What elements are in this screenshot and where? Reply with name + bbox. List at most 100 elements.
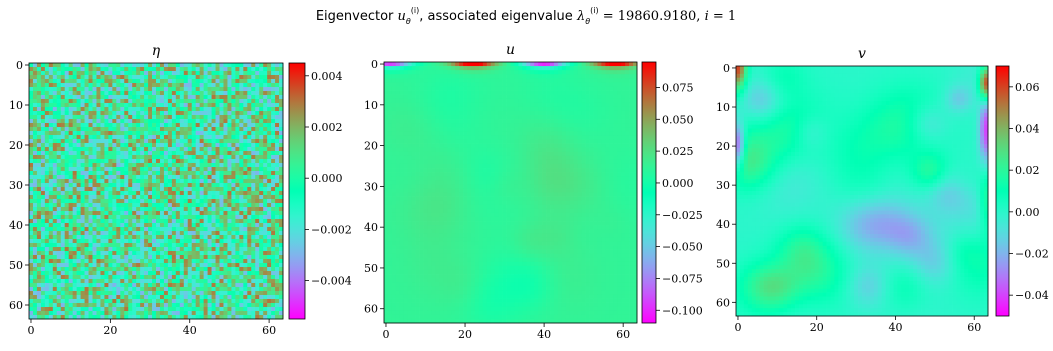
heatmap-cell xyxy=(243,211,248,216)
heatmap-cell xyxy=(144,227,149,232)
heatmap-cell xyxy=(219,103,224,108)
heatmap-cell xyxy=(502,74,507,79)
heatmap-cell xyxy=(96,255,101,260)
heatmap-cell xyxy=(470,66,476,71)
heatmap-cell xyxy=(486,106,492,112)
heatmap-cell xyxy=(104,167,109,172)
heatmap-cell xyxy=(136,119,141,124)
heatmap-cell xyxy=(120,287,125,292)
heatmap-cell xyxy=(104,131,109,136)
heatmap-cell xyxy=(100,103,105,108)
heatmap-cell xyxy=(144,103,149,108)
heatmap-cell xyxy=(247,195,252,200)
heatmap-cell xyxy=(44,299,50,304)
heatmap-cell xyxy=(156,131,161,136)
heatmap-cell xyxy=(259,175,264,180)
heatmap-cell xyxy=(52,183,58,188)
heatmap-cell xyxy=(140,163,145,168)
heatmap-cell xyxy=(625,94,630,100)
heatmap-cell xyxy=(243,175,248,180)
heatmap-cell xyxy=(100,123,105,128)
heatmap-cell xyxy=(120,155,125,160)
heatmap-cell xyxy=(40,243,46,248)
heatmap-cell xyxy=(175,75,181,80)
heatmap-cell xyxy=(474,90,480,95)
heatmap-cell xyxy=(522,70,527,75)
heatmap-cell xyxy=(144,67,149,72)
heatmap-cell xyxy=(112,279,117,284)
heatmap-cell xyxy=(96,223,101,228)
heatmap-cell xyxy=(64,163,70,168)
heatmap-cell xyxy=(183,243,189,248)
heatmap-cell xyxy=(156,247,161,252)
heatmap-cell xyxy=(44,183,50,188)
heatmap-cell xyxy=(597,94,602,100)
heatmap-cell xyxy=(259,219,264,224)
heatmap-cell xyxy=(474,74,480,79)
heatmap-cell xyxy=(108,91,113,96)
heatmap-cell xyxy=(427,110,432,116)
heatmap-cell xyxy=(136,67,141,72)
heatmap-cell xyxy=(84,163,89,168)
heatmap-cell xyxy=(136,87,141,92)
heatmap-cell xyxy=(223,175,228,180)
heatmap-cell xyxy=(29,219,34,224)
heatmap-cell xyxy=(467,70,472,75)
heatmap-cell xyxy=(68,311,74,316)
heatmap-cell xyxy=(423,74,428,79)
heatmap-cell xyxy=(84,119,89,124)
heatmap-cell xyxy=(581,94,586,100)
heatmap-cell xyxy=(112,67,117,72)
heatmap-cell xyxy=(100,287,105,292)
heatmap-cell xyxy=(223,199,228,204)
heatmap-cell xyxy=(557,106,563,112)
heatmap-cell xyxy=(255,251,260,256)
heatmap-cell xyxy=(561,66,567,71)
heatmap-cell xyxy=(56,83,62,88)
heatmap-cell xyxy=(199,175,204,180)
heatmap-cell xyxy=(231,75,236,80)
heatmap-cell xyxy=(84,263,89,268)
heatmap-cell xyxy=(29,79,34,84)
heatmap-cell xyxy=(275,239,280,244)
heatmap-cell xyxy=(255,287,260,292)
heatmap-cell xyxy=(235,179,240,184)
heatmap-cell xyxy=(80,311,85,316)
heatmap-cell xyxy=(223,271,228,276)
heatmap-cell xyxy=(179,235,185,240)
heatmap-cell xyxy=(486,78,492,83)
heatmap-cell xyxy=(156,307,161,312)
heatmap-cell xyxy=(243,179,248,184)
heatmap-cell xyxy=(116,131,121,136)
heatmap-cell xyxy=(72,291,77,296)
heatmap-cell xyxy=(267,167,272,172)
heatmap-cell xyxy=(187,187,193,192)
heatmap-cell xyxy=(112,259,117,264)
heatmap-cell xyxy=(144,127,149,132)
heatmap-cell xyxy=(467,74,472,79)
heatmap-cell xyxy=(60,307,66,312)
heatmap-cell xyxy=(455,86,460,91)
heatmap-cell xyxy=(231,219,236,224)
heatmap-cell xyxy=(32,243,38,248)
heatmap-cell xyxy=(267,155,272,160)
heatmap-cell xyxy=(510,78,515,83)
heatmap-cell xyxy=(455,106,460,112)
heatmap-cell xyxy=(259,123,264,128)
heatmap-cell xyxy=(459,94,464,100)
heatmap-cell xyxy=(40,71,46,76)
heatmap-cell xyxy=(423,94,428,100)
heatmap-cell xyxy=(207,283,212,288)
heatmap-cell xyxy=(263,191,268,196)
heatmap-cell xyxy=(227,171,232,176)
heatmap-cell xyxy=(124,311,129,316)
heatmap-cell xyxy=(72,203,77,208)
heatmap-cell xyxy=(72,99,77,104)
heatmap-cell xyxy=(104,275,109,280)
heatmap-cell xyxy=(108,311,113,316)
heatmap-cell xyxy=(36,111,42,116)
heatmap-cell xyxy=(251,151,256,156)
heatmap-cell xyxy=(167,207,173,212)
heatmap-cell xyxy=(239,155,244,160)
heatmap-cell xyxy=(136,139,141,144)
